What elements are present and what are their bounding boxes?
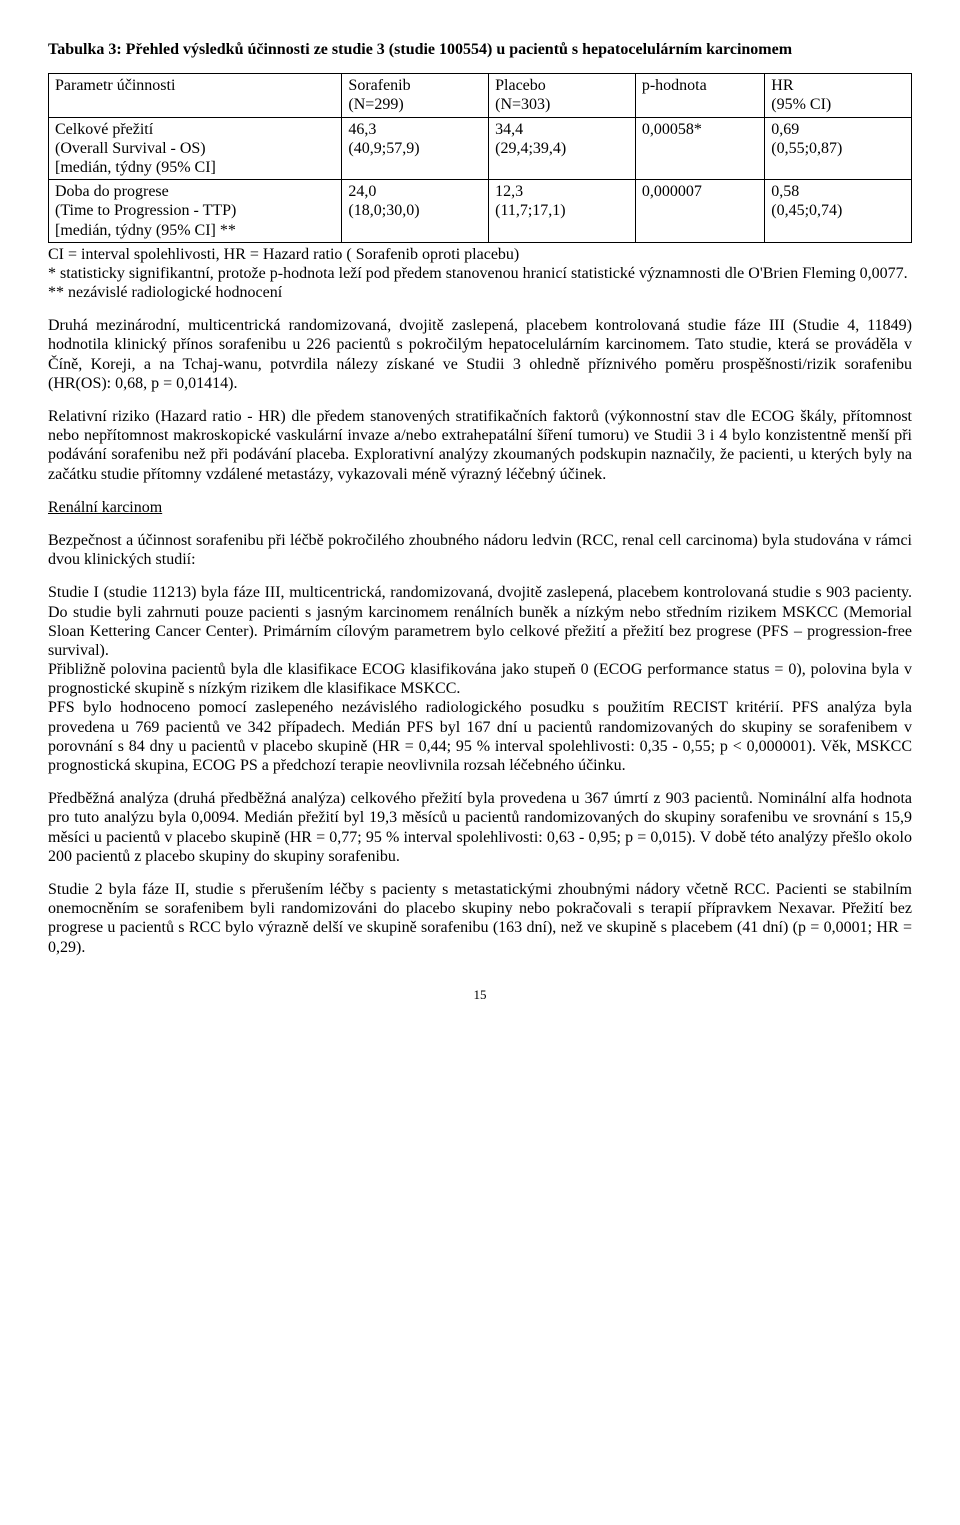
cell-pla: 34,4(29,4;39,4) xyxy=(489,117,636,180)
paragraph: Předběžná analýza (druhá předběžná analý… xyxy=(48,789,912,866)
table-row: Doba do progrese(Time to Progression - T… xyxy=(49,180,912,243)
cell-sor: 24,0(18,0;30,0) xyxy=(342,180,489,243)
heading-text: Renální karcinom xyxy=(48,499,162,516)
cell-pla: 12,3(11,7;17,1) xyxy=(489,180,636,243)
paragraph-part: Přibližně polovina pacientů byla dle kla… xyxy=(48,661,912,697)
paragraph-part: Studie I (studie 11213) byla fáze III, m… xyxy=(48,584,912,659)
cell-p: 0,000007 xyxy=(635,180,764,243)
table-header-row: Parametr účinnosti Sorafenib(N=299) Plac… xyxy=(49,74,912,117)
note-dstar: ** nezávislé radiologické hodnocení xyxy=(48,283,912,302)
cell-hr: 0,69(0,55;0,87) xyxy=(765,117,912,180)
paragraph: Studie 2 byla fáze II, studie s přerušen… xyxy=(48,880,912,957)
paragraph: Studie I (studie 11213) byla fáze III, m… xyxy=(48,583,912,775)
note-star: * statisticky signifikantní, protože p-h… xyxy=(48,264,912,283)
efficacy-table: Parametr účinnosti Sorafenib(N=299) Plac… xyxy=(48,73,912,243)
cell-param: Celkové přežití(Overall Survival - OS)[m… xyxy=(49,117,342,180)
cell-sor: 46,3(40,9;57,9) xyxy=(342,117,489,180)
cell-hr: 0,58(0,45;0,74) xyxy=(765,180,912,243)
table-notes: CI = interval spolehlivosti, HR = Hazard… xyxy=(48,245,912,303)
paragraph: Bezpečnost a účinnost sorafenibu při léč… xyxy=(48,531,912,569)
th-param: Parametr účinnosti xyxy=(49,74,342,117)
paragraph: Druhá mezinárodní, multicentrická random… xyxy=(48,316,912,393)
page-number: 15 xyxy=(48,987,912,1003)
paragraph-part: PFS bylo hodnoceno pomocí zaslepeného ne… xyxy=(48,699,912,774)
th-hr: HR(95% CI) xyxy=(765,74,912,117)
table-title: Tabulka 3: Přehled výsledků účinnosti ze… xyxy=(48,40,912,59)
section-heading-renal: Renální karcinom xyxy=(48,498,912,517)
note-ci: CI = interval spolehlivosti, HR = Hazard… xyxy=(48,245,912,264)
cell-param: Doba do progrese(Time to Progression - T… xyxy=(49,180,342,243)
paragraph: Relativní riziko (Hazard ratio - HR) dle… xyxy=(48,407,912,484)
table-row: Celkové přežití(Overall Survival - OS)[m… xyxy=(49,117,912,180)
th-sorafenib: Sorafenib(N=299) xyxy=(342,74,489,117)
th-placebo: Placebo(N=303) xyxy=(489,74,636,117)
cell-p: 0,00058* xyxy=(635,117,764,180)
th-pvalue: p-hodnota xyxy=(635,74,764,117)
